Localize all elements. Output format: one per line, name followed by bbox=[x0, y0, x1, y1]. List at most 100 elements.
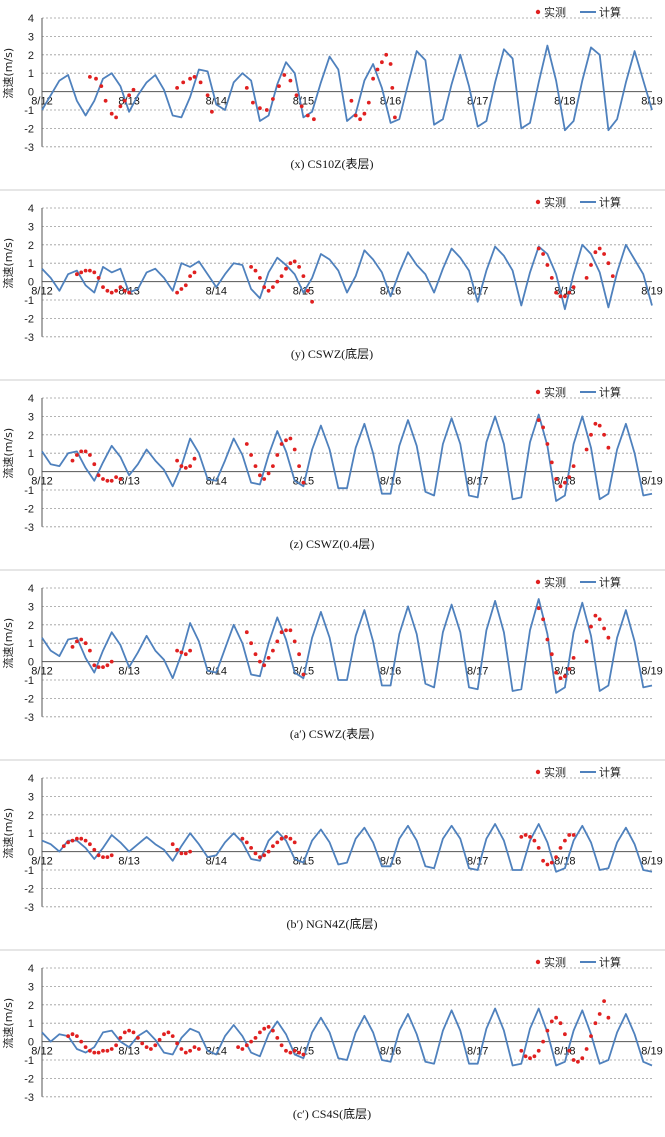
observed-point bbox=[109, 1047, 114, 1051]
observed-point bbox=[179, 1047, 184, 1051]
observed-point bbox=[127, 93, 131, 98]
observed-point bbox=[96, 473, 101, 478]
observed-point bbox=[197, 1047, 201, 1051]
observed-point bbox=[541, 1039, 545, 1044]
legend-computed-label: 计算 bbox=[599, 575, 621, 589]
observed-point bbox=[549, 276, 554, 280]
observed-point bbox=[92, 847, 97, 852]
observed-point bbox=[240, 836, 245, 841]
observed-point bbox=[109, 290, 114, 295]
observed-point bbox=[545, 637, 550, 642]
observed-point bbox=[136, 1036, 140, 1040]
observed-point bbox=[101, 665, 105, 669]
observed-point bbox=[284, 1048, 288, 1053]
chart-caption: (x) CS10Z(表层) bbox=[291, 157, 374, 171]
y-tick-label: 4 bbox=[28, 13, 34, 25]
observed-point bbox=[523, 833, 528, 837]
observed-point bbox=[61, 844, 66, 848]
observed-point bbox=[279, 442, 284, 446]
observed-point bbox=[288, 628, 293, 633]
observed-point bbox=[183, 851, 188, 856]
observed-point bbox=[105, 1048, 110, 1053]
observed-point bbox=[393, 115, 397, 120]
observed-point bbox=[79, 1039, 84, 1044]
observed-point bbox=[362, 111, 367, 116]
observed-point bbox=[597, 617, 602, 622]
observed-point bbox=[75, 453, 79, 457]
observed-point bbox=[122, 1030, 127, 1035]
observed-point bbox=[122, 288, 127, 293]
chart-legend: 实测 计算 bbox=[535, 575, 621, 589]
observed-point bbox=[83, 268, 88, 273]
observed-point bbox=[571, 464, 576, 468]
legend-observed-marker bbox=[535, 579, 541, 585]
x-tick-label: 8/17 bbox=[467, 96, 488, 108]
observed-point bbox=[390, 86, 395, 90]
observed-point bbox=[288, 836, 293, 841]
y-tick-label: 1 bbox=[28, 1018, 34, 1030]
y-tick-label: 2 bbox=[28, 1000, 34, 1012]
observed-point bbox=[567, 475, 572, 479]
observed-point bbox=[75, 1034, 79, 1038]
x-tick-label: 8/16 bbox=[380, 286, 401, 298]
observed-point bbox=[114, 115, 118, 120]
observed-point bbox=[183, 1050, 188, 1055]
observed-point bbox=[597, 1012, 602, 1016]
x-tick-label: 8/19 bbox=[641, 856, 662, 868]
observed-point bbox=[571, 1058, 576, 1062]
observed-point bbox=[79, 637, 84, 642]
observed-point bbox=[541, 425, 545, 430]
observed-point bbox=[258, 855, 262, 859]
observed-point bbox=[305, 113, 310, 118]
observed-point bbox=[288, 436, 293, 441]
observed-point bbox=[157, 1037, 162, 1042]
observed-point bbox=[262, 285, 267, 289]
observed-point bbox=[301, 1052, 306, 1057]
y-tick-label: 3 bbox=[28, 411, 34, 423]
observed-point bbox=[175, 1041, 180, 1046]
observed-point bbox=[292, 639, 297, 644]
observed-point bbox=[549, 652, 554, 657]
observed-point bbox=[371, 76, 375, 81]
x-tick-label: 8/17 bbox=[467, 666, 488, 678]
observed-point bbox=[279, 1043, 284, 1048]
observed-point bbox=[175, 86, 180, 90]
observed-point bbox=[88, 842, 92, 847]
legend-computed-label: 计算 bbox=[599, 765, 621, 779]
observed-point bbox=[96, 276, 101, 280]
observed-point bbox=[593, 250, 598, 255]
observed-point bbox=[153, 1043, 158, 1048]
observed-point bbox=[114, 288, 118, 293]
observed-point bbox=[271, 1028, 275, 1033]
y-tick-label: -2 bbox=[24, 123, 34, 135]
observed-point bbox=[519, 1048, 524, 1053]
observed-point bbox=[284, 835, 288, 839]
x-tick-label: 8/19 bbox=[641, 666, 662, 678]
y-tick-label: 0 bbox=[28, 1037, 34, 1049]
observed-point bbox=[162, 1032, 166, 1037]
observed-point bbox=[188, 849, 193, 854]
observed-point bbox=[297, 265, 301, 269]
observed-point bbox=[275, 840, 280, 845]
observed-point bbox=[279, 630, 284, 635]
observed-point bbox=[253, 1036, 258, 1040]
observed-point bbox=[179, 287, 184, 291]
observed-point bbox=[606, 635, 611, 640]
observed-point bbox=[109, 853, 114, 858]
legend-computed-label: 计算 bbox=[599, 5, 621, 19]
x-tick-label: 8/14 bbox=[206, 856, 227, 868]
observed-point bbox=[92, 663, 97, 668]
observed-point bbox=[288, 78, 293, 83]
y-tick-label: -1 bbox=[24, 865, 34, 877]
y-tick-label: -1 bbox=[24, 485, 34, 497]
observed-point bbox=[179, 851, 184, 856]
observed-point bbox=[210, 109, 214, 114]
x-tick-label: 8/12 bbox=[31, 1046, 52, 1058]
observed-point bbox=[558, 294, 563, 299]
legend-observed-label: 实测 bbox=[544, 955, 566, 969]
observed-point bbox=[118, 1036, 123, 1040]
observed-point bbox=[545, 442, 550, 446]
